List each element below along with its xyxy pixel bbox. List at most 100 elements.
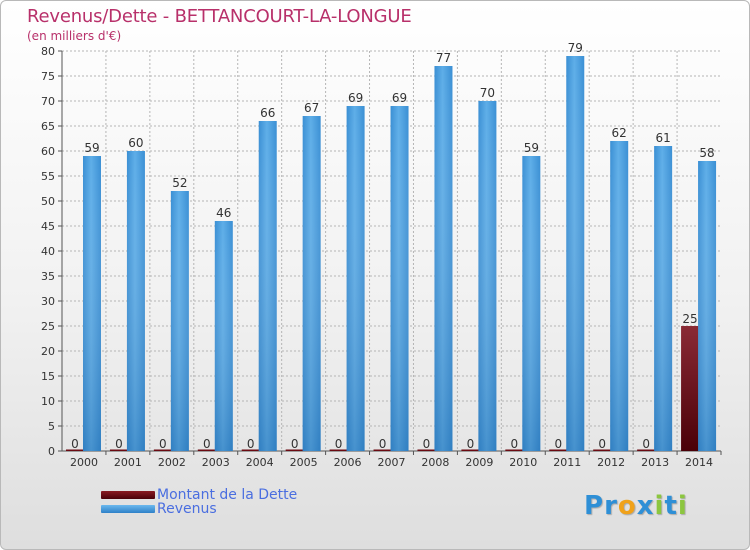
x-tick-label-2007: 2007 [378, 456, 406, 469]
bar-dette-2001[interactable] [109, 449, 128, 452]
x-tick-label-2009: 2009 [465, 456, 493, 469]
logo-letter: P [584, 491, 605, 521]
y-tick-label: 0 [48, 445, 55, 458]
data-label-revenus-2000: 59 [84, 141, 99, 155]
bar-revenus-shade-2011 [566, 56, 585, 451]
bar-dette-2009[interactable] [461, 449, 480, 452]
data-label-dette-2004: 0 [247, 437, 255, 451]
logo-letter: r [604, 491, 618, 521]
y-tick-label: 75 [41, 70, 55, 83]
data-label-revenus-2006: 69 [348, 91, 363, 105]
data-label-revenus-2009: 70 [480, 86, 495, 100]
bar-revenus-shade-2008 [434, 66, 453, 451]
x-tick-label-2012: 2012 [597, 456, 625, 469]
bar-revenus-shade-2013 [654, 146, 673, 451]
x-tick-label-2006: 2006 [334, 456, 362, 469]
data-label-dette-2009: 0 [467, 437, 475, 451]
data-label-revenus-2010: 59 [524, 141, 539, 155]
data-label-dette-2003: 0 [203, 437, 211, 451]
legend-swatch-dette [101, 491, 155, 499]
bar-dette-2011[interactable] [549, 449, 568, 452]
data-label-revenus-2005: 67 [304, 101, 319, 115]
data-label-dette-2007: 0 [379, 437, 387, 451]
data-label-dette-2010: 0 [511, 437, 519, 451]
labels: 0 5 10 15 20 25 30 35 40 45 50 55 60 65 70 75 80 2000 0 59 2… [41, 41, 715, 469]
data-label-dette-2008: 0 [423, 437, 431, 451]
bar-revenus-shade-2006 [346, 106, 365, 451]
bar-dette-2000[interactable] [66, 449, 84, 452]
x-tick-label-2008: 2008 [421, 456, 449, 469]
y-tick-label: 40 [41, 245, 55, 258]
x-tick-label-2013: 2013 [641, 456, 669, 469]
bar-dette-2006[interactable] [329, 449, 348, 452]
data-label-dette-2005: 0 [291, 437, 299, 451]
data-label-revenus-2003: 46 [216, 206, 231, 220]
bar-dette-2003[interactable] [197, 449, 216, 452]
bar-dette-2014[interactable] [681, 326, 700, 451]
x-tick-label-2000: 2000 [70, 456, 98, 469]
data-label-revenus-2014: 58 [699, 146, 714, 160]
y-tick-label: 20 [41, 345, 55, 358]
data-label-revenus-2008: 77 [436, 51, 451, 65]
x-tick-label-2002: 2002 [158, 456, 186, 469]
data-label-dette-2006: 0 [335, 437, 343, 451]
data-label-dette-2001: 0 [115, 437, 123, 451]
x-tick-label-2010: 2010 [509, 456, 537, 469]
y-tick-label: 15 [41, 370, 55, 383]
x-tick-label-2003: 2003 [202, 456, 230, 469]
data-label-dette-2002: 0 [159, 437, 167, 451]
y-tick-label: 65 [41, 120, 55, 133]
bar-revenus-shade-2003 [214, 221, 233, 451]
bar-revenus-shade-2007 [390, 106, 409, 451]
bar-dette-2012[interactable] [593, 449, 612, 452]
bar-dette-2008[interactable] [417, 449, 436, 452]
y-tick-label: 10 [41, 395, 55, 408]
chart-subtitle: (en milliers d'€) [27, 29, 122, 43]
y-tick-label: 55 [41, 170, 55, 183]
y-tick-label: 60 [41, 145, 55, 158]
bar-revenus-shade-2014 [698, 161, 717, 451]
data-label-revenus-2002: 52 [172, 176, 187, 190]
legend-label-dette: Montant de la Dette [157, 487, 298, 503]
bar-revenus-shade-2010 [522, 156, 541, 451]
data-label-revenus-2004: 66 [260, 106, 275, 120]
proxiti-logo: Proxiti [584, 491, 688, 521]
data-label-dette-2000: 0 [71, 437, 79, 451]
y-tick-label: 35 [41, 270, 55, 283]
bar-dette-2005[interactable] [285, 449, 304, 452]
y-tick-label: 30 [41, 295, 55, 308]
data-label-dette-2014: 25 [682, 312, 697, 326]
bar-revenus-shade-2009 [478, 101, 497, 451]
x-tick-label-2001: 2001 [114, 456, 142, 469]
x-tick-label-2004: 2004 [246, 456, 274, 469]
data-label-dette-2011: 0 [554, 437, 562, 451]
bar-dette-2010[interactable] [505, 449, 524, 452]
y-tick-label: 70 [41, 95, 55, 108]
chart-title: Revenus/Dette - BETTANCOURT-LA-LONGUE [27, 6, 412, 27]
data-label-revenus-2001: 60 [128, 136, 143, 150]
data-label-revenus-2011: 79 [568, 41, 583, 55]
data-label-revenus-2012: 62 [612, 126, 627, 140]
bar-dette-2002[interactable] [153, 449, 172, 452]
bar-revenus-shade-2004 [258, 121, 277, 451]
x-tick-label-2005: 2005 [290, 456, 318, 469]
legend-swatch-revenus [101, 505, 155, 513]
bar-revenus-shade-2002 [170, 191, 189, 451]
bar-revenus-shade-2000 [83, 156, 101, 451]
bar-revenus-shade-2005 [302, 116, 321, 451]
bar-dette-2007[interactable] [373, 449, 392, 452]
data-label-dette-2013: 0 [642, 437, 650, 451]
logo-letter: i [677, 491, 688, 521]
x-tick-label-2011: 2011 [553, 456, 581, 469]
bar-dette-2004[interactable] [241, 449, 260, 452]
y-tick-label: 50 [41, 195, 55, 208]
bar-revenus-shade-2001 [126, 151, 145, 451]
bar-dette-2013[interactable] [637, 449, 656, 452]
data-label-revenus-2007: 69 [392, 91, 407, 105]
data-label-dette-2012: 0 [598, 437, 606, 451]
bars [66, 56, 717, 452]
logo-letter: x [636, 491, 655, 521]
bar-revenus-shade-2012 [610, 141, 629, 451]
